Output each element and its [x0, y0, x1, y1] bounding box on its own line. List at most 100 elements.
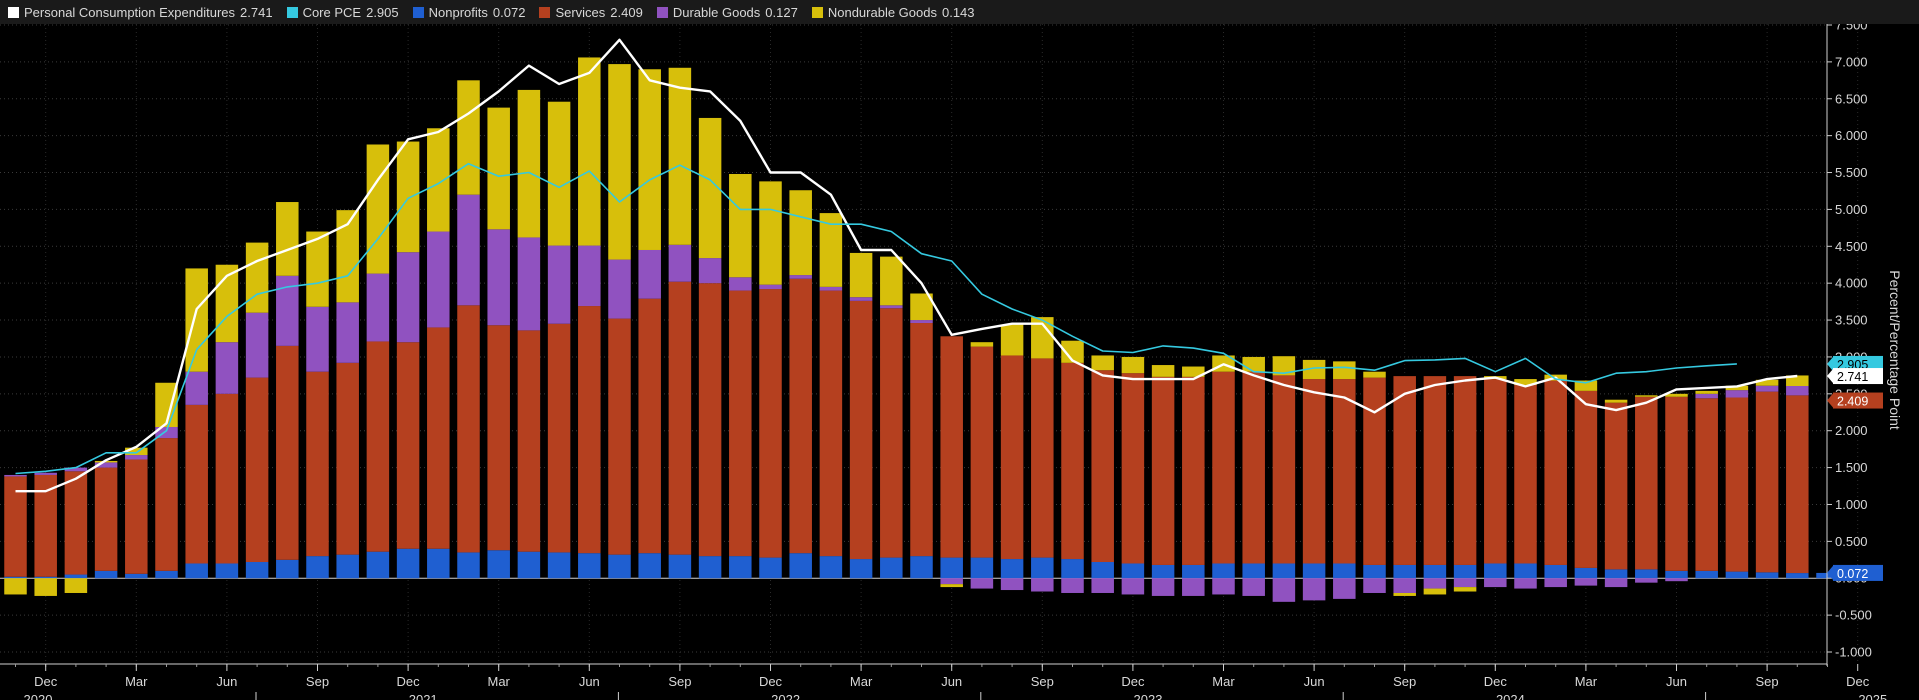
legend-value: 2.741 — [240, 4, 273, 20]
bar-segment — [366, 273, 390, 342]
bar-segment — [759, 289, 782, 558]
bar-segment — [1061, 362, 1084, 560]
legend-swatch — [286, 6, 298, 18]
bar-segment — [366, 144, 390, 274]
y-tick-label: 0.500 — [1835, 534, 1868, 549]
legend-value: 0.143 — [941, 4, 975, 20]
bar-segment — [1604, 569, 1628, 579]
bar-segment — [366, 551, 390, 579]
bar-segment — [1242, 356, 1265, 372]
bar-segment — [94, 462, 118, 468]
bar-segment — [547, 552, 571, 579]
bar-segment — [34, 578, 57, 596]
bar-segment — [155, 570, 178, 579]
bar-segment — [759, 284, 782, 290]
bar-segment — [155, 438, 178, 571]
bar-segment — [1182, 376, 1205, 565]
x-tick-label: Dec — [397, 674, 421, 689]
bar-segment — [1695, 393, 1718, 399]
bar-segment — [396, 342, 420, 549]
bar-segment — [517, 89, 541, 238]
bar-segment — [1423, 376, 1447, 565]
bar-segment — [487, 325, 510, 551]
bar-segment — [1121, 373, 1145, 564]
legend-label: Services — [555, 4, 606, 20]
bar-segment — [457, 552, 480, 579]
bar-segment — [1333, 578, 1356, 599]
bar-segment — [1000, 578, 1024, 591]
bar-segment — [970, 346, 994, 558]
bar-segment — [880, 305, 903, 309]
x-tick-label: Jun — [941, 674, 962, 689]
value-marker-label: 2.741 — [1837, 370, 1868, 384]
bar-segment — [1031, 557, 1054, 579]
bar-segment — [1725, 390, 1749, 398]
bar-segment — [306, 556, 329, 579]
legend-swatch — [656, 6, 668, 18]
y-tick-label: 3.500 — [1835, 313, 1868, 328]
bar-segment — [64, 578, 88, 593]
bar-segment — [1635, 396, 1658, 570]
x-year-label: 2023 — [1134, 692, 1163, 700]
bar-segment — [638, 553, 661, 579]
bar-segment — [1363, 377, 1386, 565]
bar-segment — [1302, 359, 1326, 380]
bar-segment — [336, 362, 359, 555]
bar-segment — [34, 474, 57, 577]
bar-segment — [1604, 578, 1628, 588]
legend-item: Nondurable Goods 0.143 — [811, 4, 975, 20]
bar-segment — [1786, 573, 1809, 579]
bar-segment — [1272, 578, 1296, 602]
bar-segment — [1423, 588, 1447, 595]
bar-segment — [1212, 578, 1235, 595]
x-tick-label: Dec — [1846, 674, 1870, 689]
legend-value: 0.127 — [765, 4, 798, 20]
bar-segment — [1484, 563, 1507, 579]
y-axis-title: Percent/Percentage Point — [1887, 270, 1903, 430]
bar-segment — [1121, 356, 1145, 374]
legend-value: 2.409 — [610, 4, 643, 20]
bar-segment — [729, 290, 752, 557]
bar-segment — [1484, 379, 1507, 564]
bar-segment — [1786, 395, 1809, 574]
bar-segment — [849, 300, 873, 560]
bar-segment — [759, 557, 782, 579]
bar-segment — [94, 467, 118, 571]
x-year-label: 2025 — [1858, 692, 1887, 700]
bar-segment — [1755, 391, 1779, 573]
value-marker-pointer — [1827, 369, 1833, 384]
bar-segment — [1000, 559, 1024, 579]
bar-segment — [94, 570, 118, 579]
bar-segment — [910, 323, 933, 557]
bar-segment — [1393, 578, 1416, 593]
bar-segment — [1725, 397, 1749, 572]
bar-segment — [1604, 399, 1628, 403]
bar-segment — [1333, 563, 1356, 579]
bar-segment — [1635, 395, 1658, 397]
legend-item: Services 2.409 — [539, 4, 643, 20]
value-marker-pointer — [1827, 565, 1833, 580]
bar-segment — [427, 327, 450, 549]
bar-segment — [698, 117, 722, 259]
bar-segment — [1423, 578, 1447, 589]
bar-segment — [880, 256, 903, 306]
bar-segment — [1091, 562, 1114, 579]
bar-segment — [487, 550, 510, 579]
bar-segment — [1755, 385, 1779, 392]
bar-segment — [638, 69, 661, 250]
value-marker-pointer — [1827, 356, 1833, 371]
x-axis: Dec Mar Jun Sep Dec Mar Jun Sep Dec Mar Jun Sep Dec M… — [0, 663, 1887, 700]
bar-segment — [698, 283, 722, 557]
bar-segment — [547, 101, 571, 246]
bar-segment — [1393, 564, 1416, 579]
bar-segment — [1000, 324, 1024, 356]
bar-segment — [1151, 578, 1175, 596]
bar-segment — [1665, 393, 1688, 397]
bar-segment — [64, 574, 88, 579]
bar-segment — [940, 336, 963, 558]
bar-segment — [306, 306, 329, 372]
bar-segment — [125, 447, 148, 456]
bar-segment — [668, 281, 692, 555]
bar-segment — [487, 229, 510, 326]
x-tick-label: Jun — [579, 674, 600, 689]
